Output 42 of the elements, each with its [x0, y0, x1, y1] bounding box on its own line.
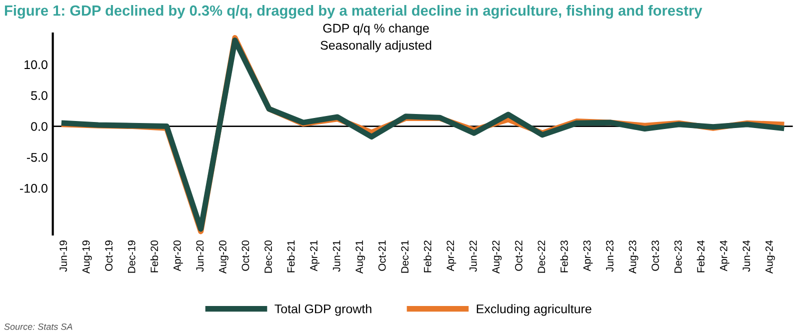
- x-tick-label: Apr-24: [720, 240, 730, 272]
- x-tick-label: Dec-20: [264, 240, 272, 273]
- source-note: Source: Stats SA: [4, 323, 72, 330]
- x-tick-label: Aug-23: [628, 240, 638, 274]
- x-tick-label: Jun-22: [469, 240, 477, 272]
- legend-label: Excluding agriculture: [476, 304, 592, 316]
- x-tick-label: Jun-23: [606, 240, 614, 272]
- x-tick-label: Feb-21: [287, 240, 295, 272]
- legend-label: Total GDP growth: [274, 304, 372, 316]
- x-tick-label: Dec-22: [538, 240, 546, 273]
- x-tick-label: Jun-21: [332, 240, 340, 272]
- x-tick-label: Aug-19: [82, 240, 92, 274]
- y-tick-label: 5.0: [31, 91, 48, 100]
- x-tick-label: Dec-19: [128, 240, 136, 273]
- x-tick-label: Apr-20: [173, 240, 183, 272]
- y-tick-label: -5.0: [26, 152, 48, 162]
- x-tick-label: Feb-24: [696, 240, 705, 272]
- x-tick-label: Oct-22: [514, 240, 522, 271]
- x-tick-label: Jun-24: [742, 240, 750, 272]
- x-tick-label: Dec-21: [401, 240, 409, 273]
- x-tick-label: Oct-19: [105, 240, 113, 271]
- x-tick-label: Feb-23: [560, 240, 568, 272]
- y-tick-label: 10.0: [24, 60, 48, 70]
- y-tick-label: -10.0: [20, 184, 48, 193]
- x-tick-label: Oct-23: [652, 240, 659, 271]
- x-tick-label: Jun-19: [60, 240, 67, 272]
- chart-title: Figure 1: GDP declined by 0.3% q/q, dragged by a material decline in agriculture, fishing and forestry: [4, 5, 702, 19]
- x-tick-label: Oct-20: [242, 240, 250, 271]
- x-tick-label: Aug-24: [765, 240, 775, 274]
- x-tick-label: Aug-22: [492, 240, 502, 274]
- x-tick-label: Jun-20: [196, 240, 204, 272]
- x-tick-label: Aug-20: [218, 240, 228, 274]
- y-tick-label: 0.0: [31, 122, 48, 131]
- x-tick-label: Feb-20: [150, 240, 158, 272]
- x-tick-label: Dec-23: [674, 240, 682, 273]
- chart-subtitle: GDP q/q % change Seasonally adjusted: [320, 23, 432, 52]
- x-tick-label: Oct-21: [378, 240, 386, 271]
- x-tick-label: Aug-21: [356, 240, 366, 274]
- x-tick-label: Apr-23: [583, 240, 593, 272]
- x-tick-label: Apr-22: [446, 240, 456, 272]
- x-tick-label: Apr-21: [310, 240, 320, 272]
- x-tick-label: Feb-22: [424, 240, 432, 272]
